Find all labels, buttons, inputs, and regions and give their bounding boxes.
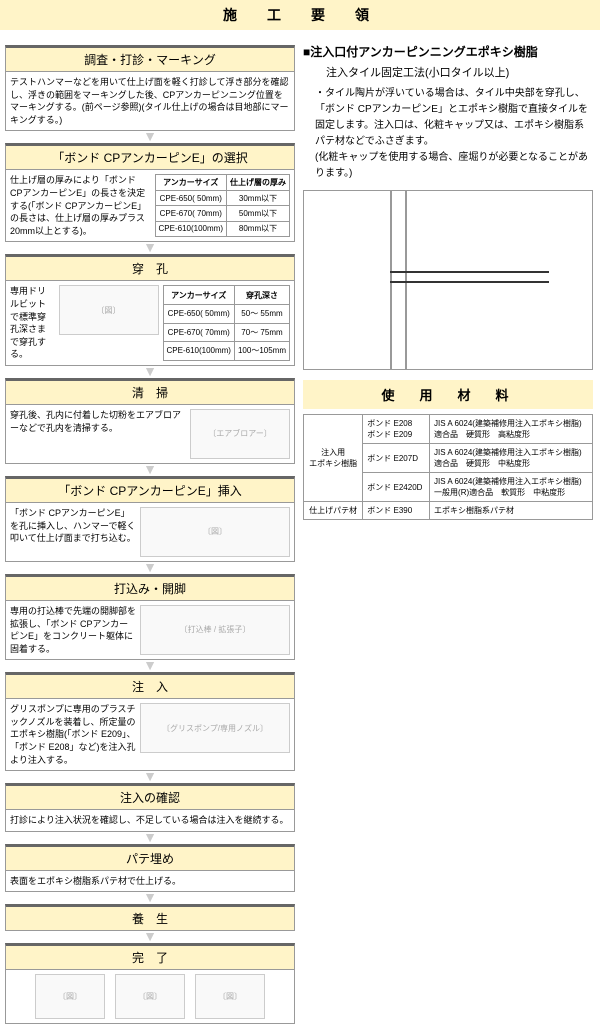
step-8: 注入の確認 打診により注入状況を確認し、不足している場合は注入を継続する。 [5,783,295,832]
td: CPE-670( 70mm) [155,206,226,221]
mat-name: ボンド E207D [363,444,430,473]
step-5: 「ボンド CPアンカーピンE」挿入 「ボンド CPアンカーピンE」を孔に挿入し、… [5,476,295,562]
right-subtitle: 注入タイル固定工法(小口タイル以上) [315,64,593,80]
th: 穿孔深さ [234,286,289,305]
step-5-title: 「ボンド CPアンカーピンE」挿入 [5,476,295,503]
mat-spec: JIS A 6024(建築補修用注入エポキシ樹脂) 一般用(R)適合品 軟質形 … [430,473,593,502]
insert-illust: 〔図〕 [140,507,290,557]
step-5-body: 「ボンド CPアンカーピンE」を孔に挿入し、ハンマーで軽く叩いて仕上げ面まで打ち… [5,503,295,562]
td: 100～105mm [234,342,289,361]
complete-illust-1: 〔図〕 [35,974,105,1019]
step-4-body: 穿孔後、孔内に付着した切粉をエアブロアーなどで孔内を清掃する。 〔エアブロアー〕 [5,405,295,464]
step-6-body: 専用の打込棒で先端の開脚部を拡張し、「ボンド CPアンカーピンE」をコンクリート… [5,601,295,660]
step-3-title: 穿 孔 [5,254,295,281]
right-title: ■注入口付アンカーピンニングエポキシ樹脂 [303,43,593,60]
arrow-icon: ▼ [5,131,295,141]
step-10: 養 生 [5,904,295,931]
step-9: パテ埋め 表面をエポキシ樹脂系パテ材で仕上げる。 [5,844,295,893]
arrow-icon: ▼ [5,660,295,670]
step-7-text: グリスポンプに専用のプラスチックノズルを装着し、所定量のエポキシ樹脂(「ボンド … [10,703,136,766]
left-column: 調査・打診・マーキング テストハンマーなどを用いて仕上げ面を軽く打診して浮き部分… [5,43,295,1024]
step-2-table: アンカーサイズ仕上げ層の厚み CPE-650( 50mm)30mm以下 CPE-… [155,174,290,237]
arrow-icon: ▼ [5,771,295,781]
inject-illust: 〔グリスポンプ/専用ノズル〕 [140,703,290,753]
td: 50～ 55mm [234,304,289,323]
th: アンカーサイズ [155,175,226,190]
mat-group2: 仕上げパテ材 [304,502,363,520]
step-6-title: 打込み・開脚 [5,574,295,601]
arrow-icon: ▼ [5,366,295,376]
mat-name: ボンド E208 ボンド E209 [363,415,430,444]
content-container: 調査・打診・マーキング テストハンマーなどを用いて仕上げ面を軽く打診して浮き部分… [0,38,600,1029]
arrow-icon: ▼ [5,242,295,252]
arrow-icon: ▼ [5,931,295,941]
step-3-text: 専用ドリルビットで標準穿孔深さまで穿孔する。 [10,285,55,361]
step-1: 調査・打診・マーキング テストハンマーなどを用いて仕上げ面を軽く打診して浮き部分… [5,45,295,131]
step-2-body: 仕上げ層の厚みにより「ボンド CPアンカーピンE」の長さを決定する(「ボンド C… [5,170,295,242]
mat-spec: JIS A 6024(建築補修用注入エポキシ樹脂) 適合品 硬質形 高粘度形 [430,415,593,444]
step-4-title: 清 掃 [5,378,295,405]
td: CPE-610(100mm) [155,221,226,237]
td: CPE-610(100mm) [163,342,234,361]
tile-diagram [303,190,593,370]
th: アンカーサイズ [163,286,234,305]
mat-name: ボンド E390 [363,502,430,520]
drill-illust: 〔図〕 [59,285,159,335]
step-2-title: 「ボンド CPアンカーピンE」の選択 [5,143,295,170]
clean-illust: 〔エアブロアー〕 [190,409,290,459]
step-11-title: 完 了 [5,943,295,970]
td: CPE-670( 70mm) [163,323,234,342]
td: 30mm以下 [227,190,290,205]
td: 50mm以下 [227,206,290,221]
step-11: 完 了 〔図〕 〔図〕 〔図〕 [5,943,295,1024]
td: CPE-650( 50mm) [155,190,226,205]
mat-spec: JIS A 6024(建築補修用注入エポキシ樹脂) 適合品 硬質形 中粘度形 [430,444,593,473]
step-7-body: グリスポンプに専用のプラスチックノズルを装着し、所定量のエポキシ樹脂(「ボンド … [5,699,295,771]
td: 70～ 75mm [234,323,289,342]
step-1-body: テストハンマーなどを用いて仕上げ面を軽く打診して浮き部分を確認し、浮きの範囲をマ… [5,72,295,131]
step-8-title: 注入の確認 [5,783,295,810]
main-header: 施 工 要 領 [0,0,600,30]
step-5-text: 「ボンド CPアンカーピンE」を孔に挿入し、ハンマーで軽く叩いて仕上げ面まで打ち… [10,507,136,557]
step-1-title: 調査・打診・マーキング [5,45,295,72]
step-3-table: アンカーサイズ穿孔深さ CPE-650( 50mm)50～ 55mm CPE-6… [163,285,291,361]
mat-name: ボンド E2420D [363,473,430,502]
right-text: ・タイル陶片が浮いている場合は、タイル中央部を穿孔し、「ボンド CPアンカーピン… [315,86,593,182]
step-7: 注 入 グリスポンプに専用のプラスチックノズルを装着し、所定量のエポキシ樹脂(「… [5,672,295,771]
step-6: 打込み・開脚 専用の打込棒で先端の開脚部を拡張し、「ボンド CPアンカーピンE」… [5,574,295,660]
step-6-text: 専用の打込棒で先端の開脚部を拡張し、「ボンド CPアンカーピンE」をコンクリート… [10,605,136,655]
arrow-icon: ▼ [5,832,295,842]
td: CPE-650( 50mm) [163,304,234,323]
right-column: ■注入口付アンカーピンニングエポキシ樹脂 注入タイル固定工法(小口タイル以上) … [303,43,593,1024]
complete-illust-2: 〔図〕 [115,974,185,1019]
arrow-icon: ▼ [5,892,295,902]
mat-group1: 注入用 エポキシ樹脂 [304,415,363,502]
arrow-icon: ▼ [5,562,295,572]
step-4-text: 穿孔後、孔内に付着した切粉をエアブロアーなどで孔内を清掃する。 [10,409,186,459]
arrow-icon: ▼ [5,464,295,474]
td: 80mm以下 [227,221,290,237]
step-9-title: パテ埋め [5,844,295,871]
complete-illust-3: 〔図〕 [195,974,265,1019]
step-2-text: 仕上げ層の厚みにより「ボンド CPアンカーピンE」の長さを決定する(「ボンド C… [10,174,151,237]
step-10-title: 養 生 [5,904,295,931]
mat-spec: エポキシ樹脂系パテ材 [430,502,593,520]
hammer-illust: 〔打込棒 / 拡張子〕 [140,605,290,655]
material-header: 使 用 材 料 [303,380,593,409]
th: 仕上げ層の厚み [227,175,290,190]
step-7-title: 注 入 [5,672,295,699]
material-table: 注入用 エポキシ樹脂 ボンド E208 ボンド E209 JIS A 6024(… [303,414,593,520]
step-4: 清 掃 穿孔後、孔内に付着した切粉をエアブロアーなどで孔内を清掃する。 〔エアブ… [5,378,295,464]
step-3: 穿 孔 専用ドリルビットで標準穿孔深さまで穿孔する。 〔図〕 アンカーサイズ穿孔… [5,254,295,366]
step-3-body: 専用ドリルビットで標準穿孔深さまで穿孔する。 〔図〕 アンカーサイズ穿孔深さ C… [5,281,295,366]
step-11-body: 〔図〕 〔図〕 〔図〕 [5,970,295,1024]
step-2: 「ボンド CPアンカーピンE」の選択 仕上げ層の厚みにより「ボンド CPアンカー… [5,143,295,242]
